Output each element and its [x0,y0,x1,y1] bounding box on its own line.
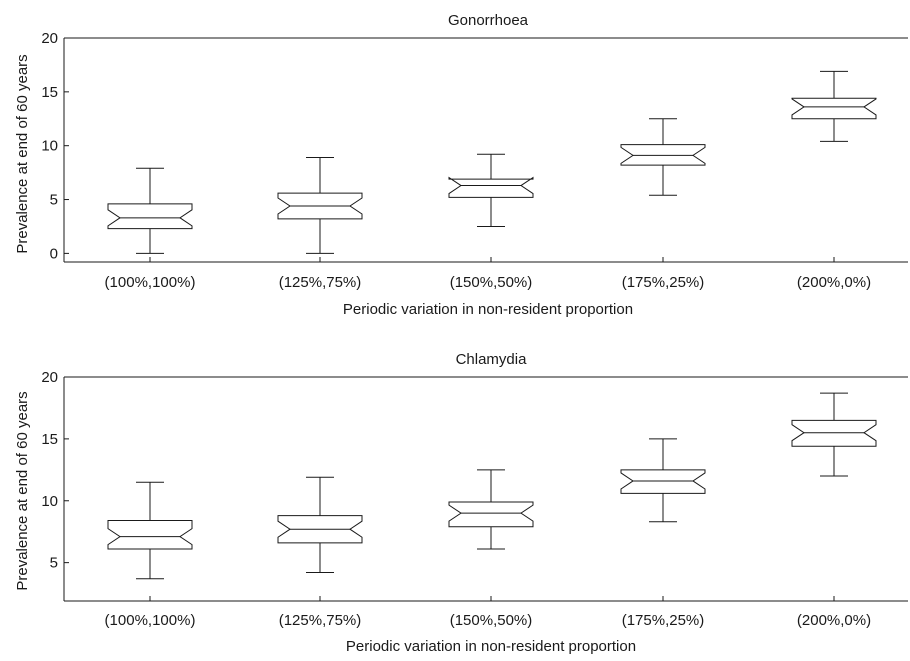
x-axis-label: Periodic variation in non-resident propo… [346,638,636,655]
box [620,144,706,166]
box [107,520,193,550]
plot-area: 5 10 15 20 [41,369,908,602]
x-tick-label: (150%,50%) [450,612,533,629]
y-tick-label: 5 [50,555,58,572]
x-tick-label: (200%,0%) [797,274,871,291]
y-tick-label: 5 [50,192,58,209]
box [107,203,193,230]
x-tick-label: (150%,50%) [450,274,533,291]
x-tick-label: (125%,75%) [279,612,362,629]
box [448,176,534,198]
y-tick-label: 0 [50,245,58,262]
y-axis-label: Prevalence at end of 60 years [14,391,31,590]
box [448,501,534,528]
x-tick-label: (200%,0%) [797,612,871,629]
panel-gonorrhoea: Gonorrhoea Prevalence at end of 60 years… [14,12,908,318]
box [620,469,706,494]
y-tick-label: 15 [41,84,58,101]
x-tick-label: (125%,75%) [279,274,362,291]
x-tick-label: (175%,25%) [622,612,705,629]
y-tick-label: 20 [41,30,58,47]
x-tick-label: (175%,25%) [622,274,705,291]
y-tick-label: 10 [41,138,58,155]
box [791,419,877,447]
panel-chlamydia: Chlamydia Prevalence at end of 60 years … [14,351,908,655]
x-axis-label: Periodic variation in non-resident propo… [343,301,633,318]
x-tick-label: (100%,100%) [105,274,196,291]
y-tick-label: 10 [41,493,58,510]
panel-title: Chlamydia [456,351,528,368]
plot-area: 0 5 10 15 20 [41,30,908,263]
y-tick-label: 15 [41,431,58,448]
x-tick-label: (100%,100%) [105,612,196,629]
box [791,97,877,120]
y-axis-label: Prevalence at end of 60 years [14,54,31,253]
panel-title: Gonorrhoea [448,12,529,29]
y-tick-label: 20 [41,369,58,386]
